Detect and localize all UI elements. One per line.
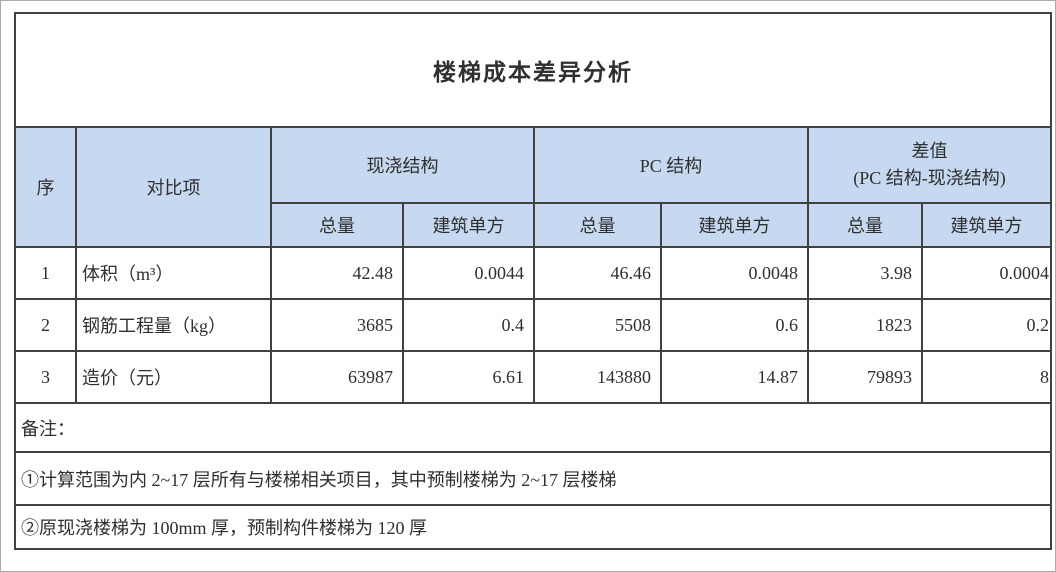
row-label: 造价（元）	[75, 350, 272, 404]
data-cell: 5508	[533, 298, 662, 352]
data-cell: 0.2	[921, 298, 1052, 352]
data-cell: 0.6	[660, 298, 809, 352]
data-cell: 3.98	[807, 246, 923, 300]
table-row-cost: 3 造价（元） 63987 6.61 143880 14.87 79893 8	[14, 350, 1052, 404]
header-group-pc: PC 结构	[533, 126, 809, 204]
remark-row: 备注：	[14, 402, 1052, 453]
note-2-text: ②原现浇楼梯为 100mm 厚，预制构件楼梯为 120 厚	[14, 504, 1052, 550]
data-cell: 143880	[533, 350, 662, 404]
title-row: 楼梯成本差异分析	[14, 12, 1052, 128]
data-cell: 6.61	[402, 350, 535, 404]
row-seq: 3	[14, 350, 77, 404]
row-label: 钢筋工程量（kg）	[75, 298, 272, 352]
table-row-rebar: 2 钢筋工程量（kg） 3685 0.4 5508 0.6 1823 0.2	[14, 298, 1052, 352]
header-group-cast-in-place: 现浇结构	[270, 126, 535, 204]
data-cell: 63987	[270, 350, 404, 404]
row-label: 体积（m³）	[75, 246, 272, 300]
data-cell: 79893	[807, 350, 923, 404]
data-cell: 0.0048	[660, 246, 809, 300]
subheader-diff-total: 总量	[807, 202, 923, 248]
data-cell: 46.46	[533, 246, 662, 300]
header-cell-seq: 序	[14, 126, 77, 248]
data-cell: 8	[921, 350, 1052, 404]
subheader-diff-per-unit: 建筑单方	[921, 202, 1052, 248]
data-cell: 0.4	[402, 298, 535, 352]
note-row-1: ①计算范围为内 2~17 层所有与楼梯相关项目，其中预制楼梯为 2~17 层楼梯	[14, 451, 1052, 506]
subheader-pc-total: 总量	[533, 202, 662, 248]
row-seq: 1	[14, 246, 77, 300]
data-cell: 3685	[270, 298, 404, 352]
header-cell-item: 对比项	[75, 126, 272, 248]
subheader-cast-per-unit: 建筑单方	[402, 202, 535, 248]
header-sub-row: 总量 建筑单方 总量 建筑单方 总量 建筑单方	[15, 202, 1052, 248]
row-seq: 2	[14, 298, 77, 352]
header-group-row: 序 对比项 现浇结构 PC 结构 差值 (PC 结构-现浇结构)	[14, 126, 1052, 248]
cost-analysis-table: 楼梯成本差异分析 序 对比项 现浇结构 PC 结构 差值 (PC 结构-现浇结构…	[14, 12, 1052, 550]
subheader-cast-total: 总量	[270, 202, 404, 248]
page-title: 楼梯成本差异分析	[14, 12, 1052, 128]
data-cell: 1823	[807, 298, 923, 352]
difference-label-line1: 差值	[911, 141, 948, 161]
subheader-pc-per-unit: 建筑单方	[660, 202, 809, 248]
data-cell: 42.48	[270, 246, 404, 300]
data-cell: 14.87	[660, 350, 809, 404]
data-cell: 0.0044	[402, 246, 535, 300]
remark-label: 备注：	[14, 402, 1052, 453]
header-group-difference: 差值 (PC 结构-现浇结构)	[807, 126, 1052, 204]
table-row-volume: 1 体积（m³） 42.48 0.0044 46.46 0.0048 3.98 …	[14, 246, 1052, 300]
note-row-2: ②原现浇楼梯为 100mm 厚，预制构件楼梯为 120 厚	[14, 504, 1052, 550]
note-1-text: ①计算范围为内 2~17 层所有与楼梯相关项目，其中预制楼梯为 2~17 层楼梯	[14, 451, 1052, 506]
difference-label-line2: (PC 结构-现浇结构)	[853, 168, 1006, 188]
data-cell: 0.0004	[921, 246, 1052, 300]
